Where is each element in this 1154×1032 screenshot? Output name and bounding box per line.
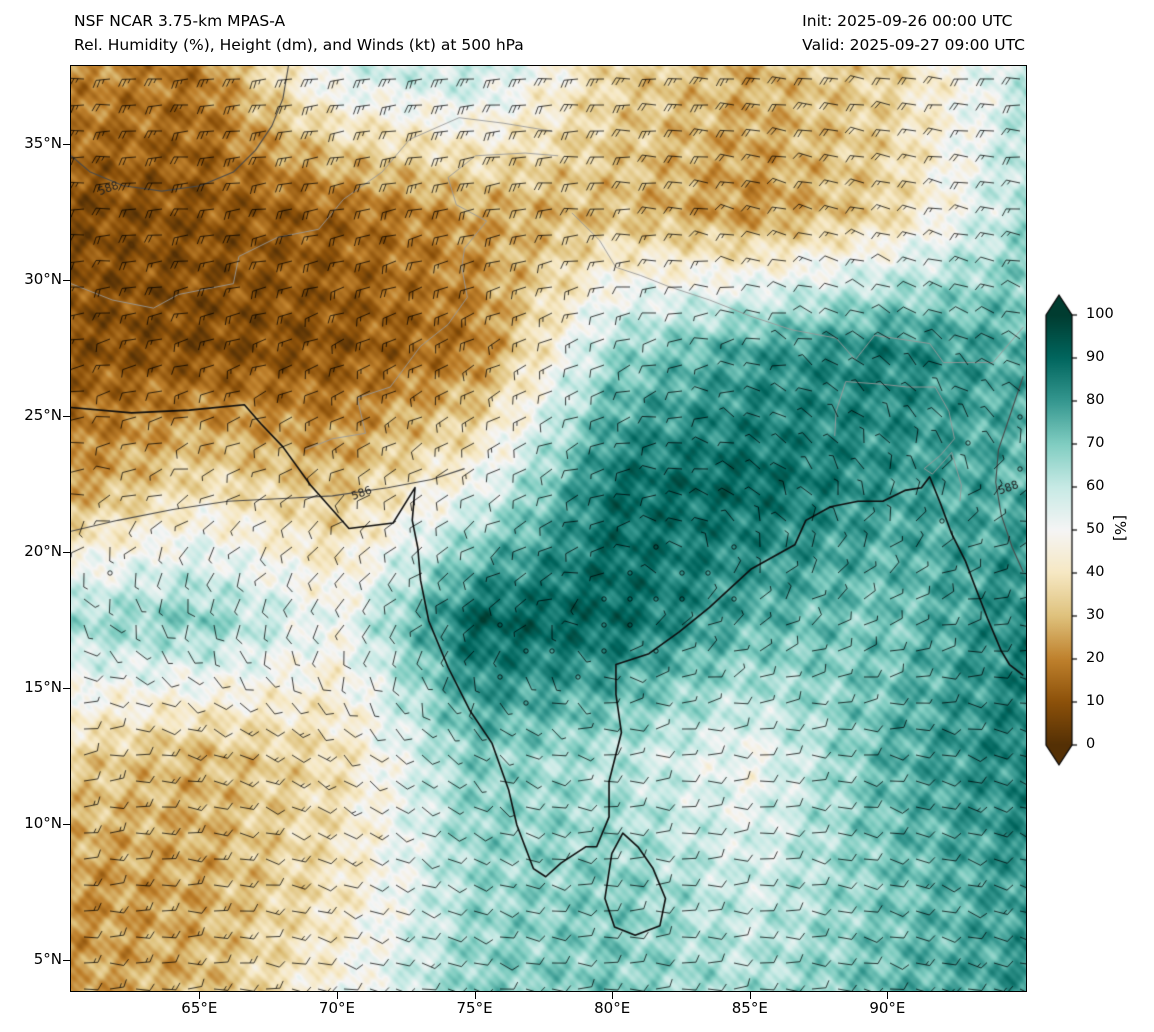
figure-header-left: NSF NCAR 3.75-km MPAS-A Rel. Humidity (%… xyxy=(74,9,524,57)
colorbar-tick-label: 100 xyxy=(1086,306,1114,322)
figure-header-right: Init: 2025-09-26 00:00 UTC Valid: 2025-0… xyxy=(802,9,1025,57)
lat-tick-label: 10°N xyxy=(24,814,62,833)
lat-tick-label: 15°N xyxy=(24,678,62,696)
colorbar-gradient xyxy=(1040,293,1080,773)
colorbar-tick-label: 40 xyxy=(1086,564,1105,580)
colorbar-unit-label: [%] xyxy=(1111,515,1129,541)
init-time: Init: 2025-09-26 00:00 UTC xyxy=(802,12,1013,30)
lat-tick-mark xyxy=(63,415,70,417)
lon-tick-label: 80°E xyxy=(594,999,631,1017)
colorbar-tick-label: 10 xyxy=(1086,693,1105,709)
lat-tick-mark xyxy=(63,688,70,689)
field-subtitle: Rel. Humidity (%), Height (dm), and Wind… xyxy=(74,36,524,54)
lon-tick-mark xyxy=(612,992,614,999)
colorbar-tick-label: 0 xyxy=(1086,736,1096,752)
lon-tick-label: 90°E xyxy=(869,999,906,1017)
colorbar-tick-label: 80 xyxy=(1086,392,1105,408)
lat-tick-mark xyxy=(63,960,70,962)
lat-tick-label: 30°N xyxy=(24,269,62,288)
lat-tick-mark xyxy=(63,824,70,826)
lon-tick-mark xyxy=(887,992,889,999)
lat-tick-label: 20°N xyxy=(24,541,62,560)
colorbar-tick-label: 20 xyxy=(1086,650,1105,666)
lon-tick-mark xyxy=(199,992,201,999)
rh-wind-map-canvas xyxy=(71,66,1026,991)
colorbar-tick-label: 30 xyxy=(1086,607,1105,623)
lon-tick-mark xyxy=(474,992,476,999)
lon-tick-mark xyxy=(749,992,751,999)
model-title: NSF NCAR 3.75-km MPAS-A xyxy=(74,12,286,30)
colorbar-tick-label: 50 xyxy=(1086,521,1105,537)
lat-tick-label: 5°N xyxy=(33,950,62,969)
lon-tick-label: 70°E xyxy=(318,999,355,1017)
lon-tick-label: 75°E xyxy=(456,999,493,1017)
lat-tick-label: 35°N xyxy=(24,133,62,152)
colorbar-tick-label: 70 xyxy=(1086,435,1105,451)
lon-tick-label: 85°E xyxy=(731,999,768,1017)
lat-tick-mark xyxy=(63,279,70,281)
colorbar-tick-label: 90 xyxy=(1086,349,1105,365)
map-plot-area xyxy=(70,65,1027,992)
lat-tick-mark xyxy=(63,551,70,553)
lat-tick-label: 25°N xyxy=(24,405,62,424)
lon-tick-mark xyxy=(336,992,338,999)
lon-tick-label: 65°E xyxy=(181,999,218,1017)
valid-time: Valid: 2025-09-27 09:00 UTC xyxy=(802,36,1025,54)
colorbar: 100 90 80 70 60 50 40 30 20 10 0 [%] xyxy=(1040,293,1154,773)
lat-tick-mark xyxy=(63,143,70,145)
colorbar-tick-label: 60 xyxy=(1086,478,1105,494)
